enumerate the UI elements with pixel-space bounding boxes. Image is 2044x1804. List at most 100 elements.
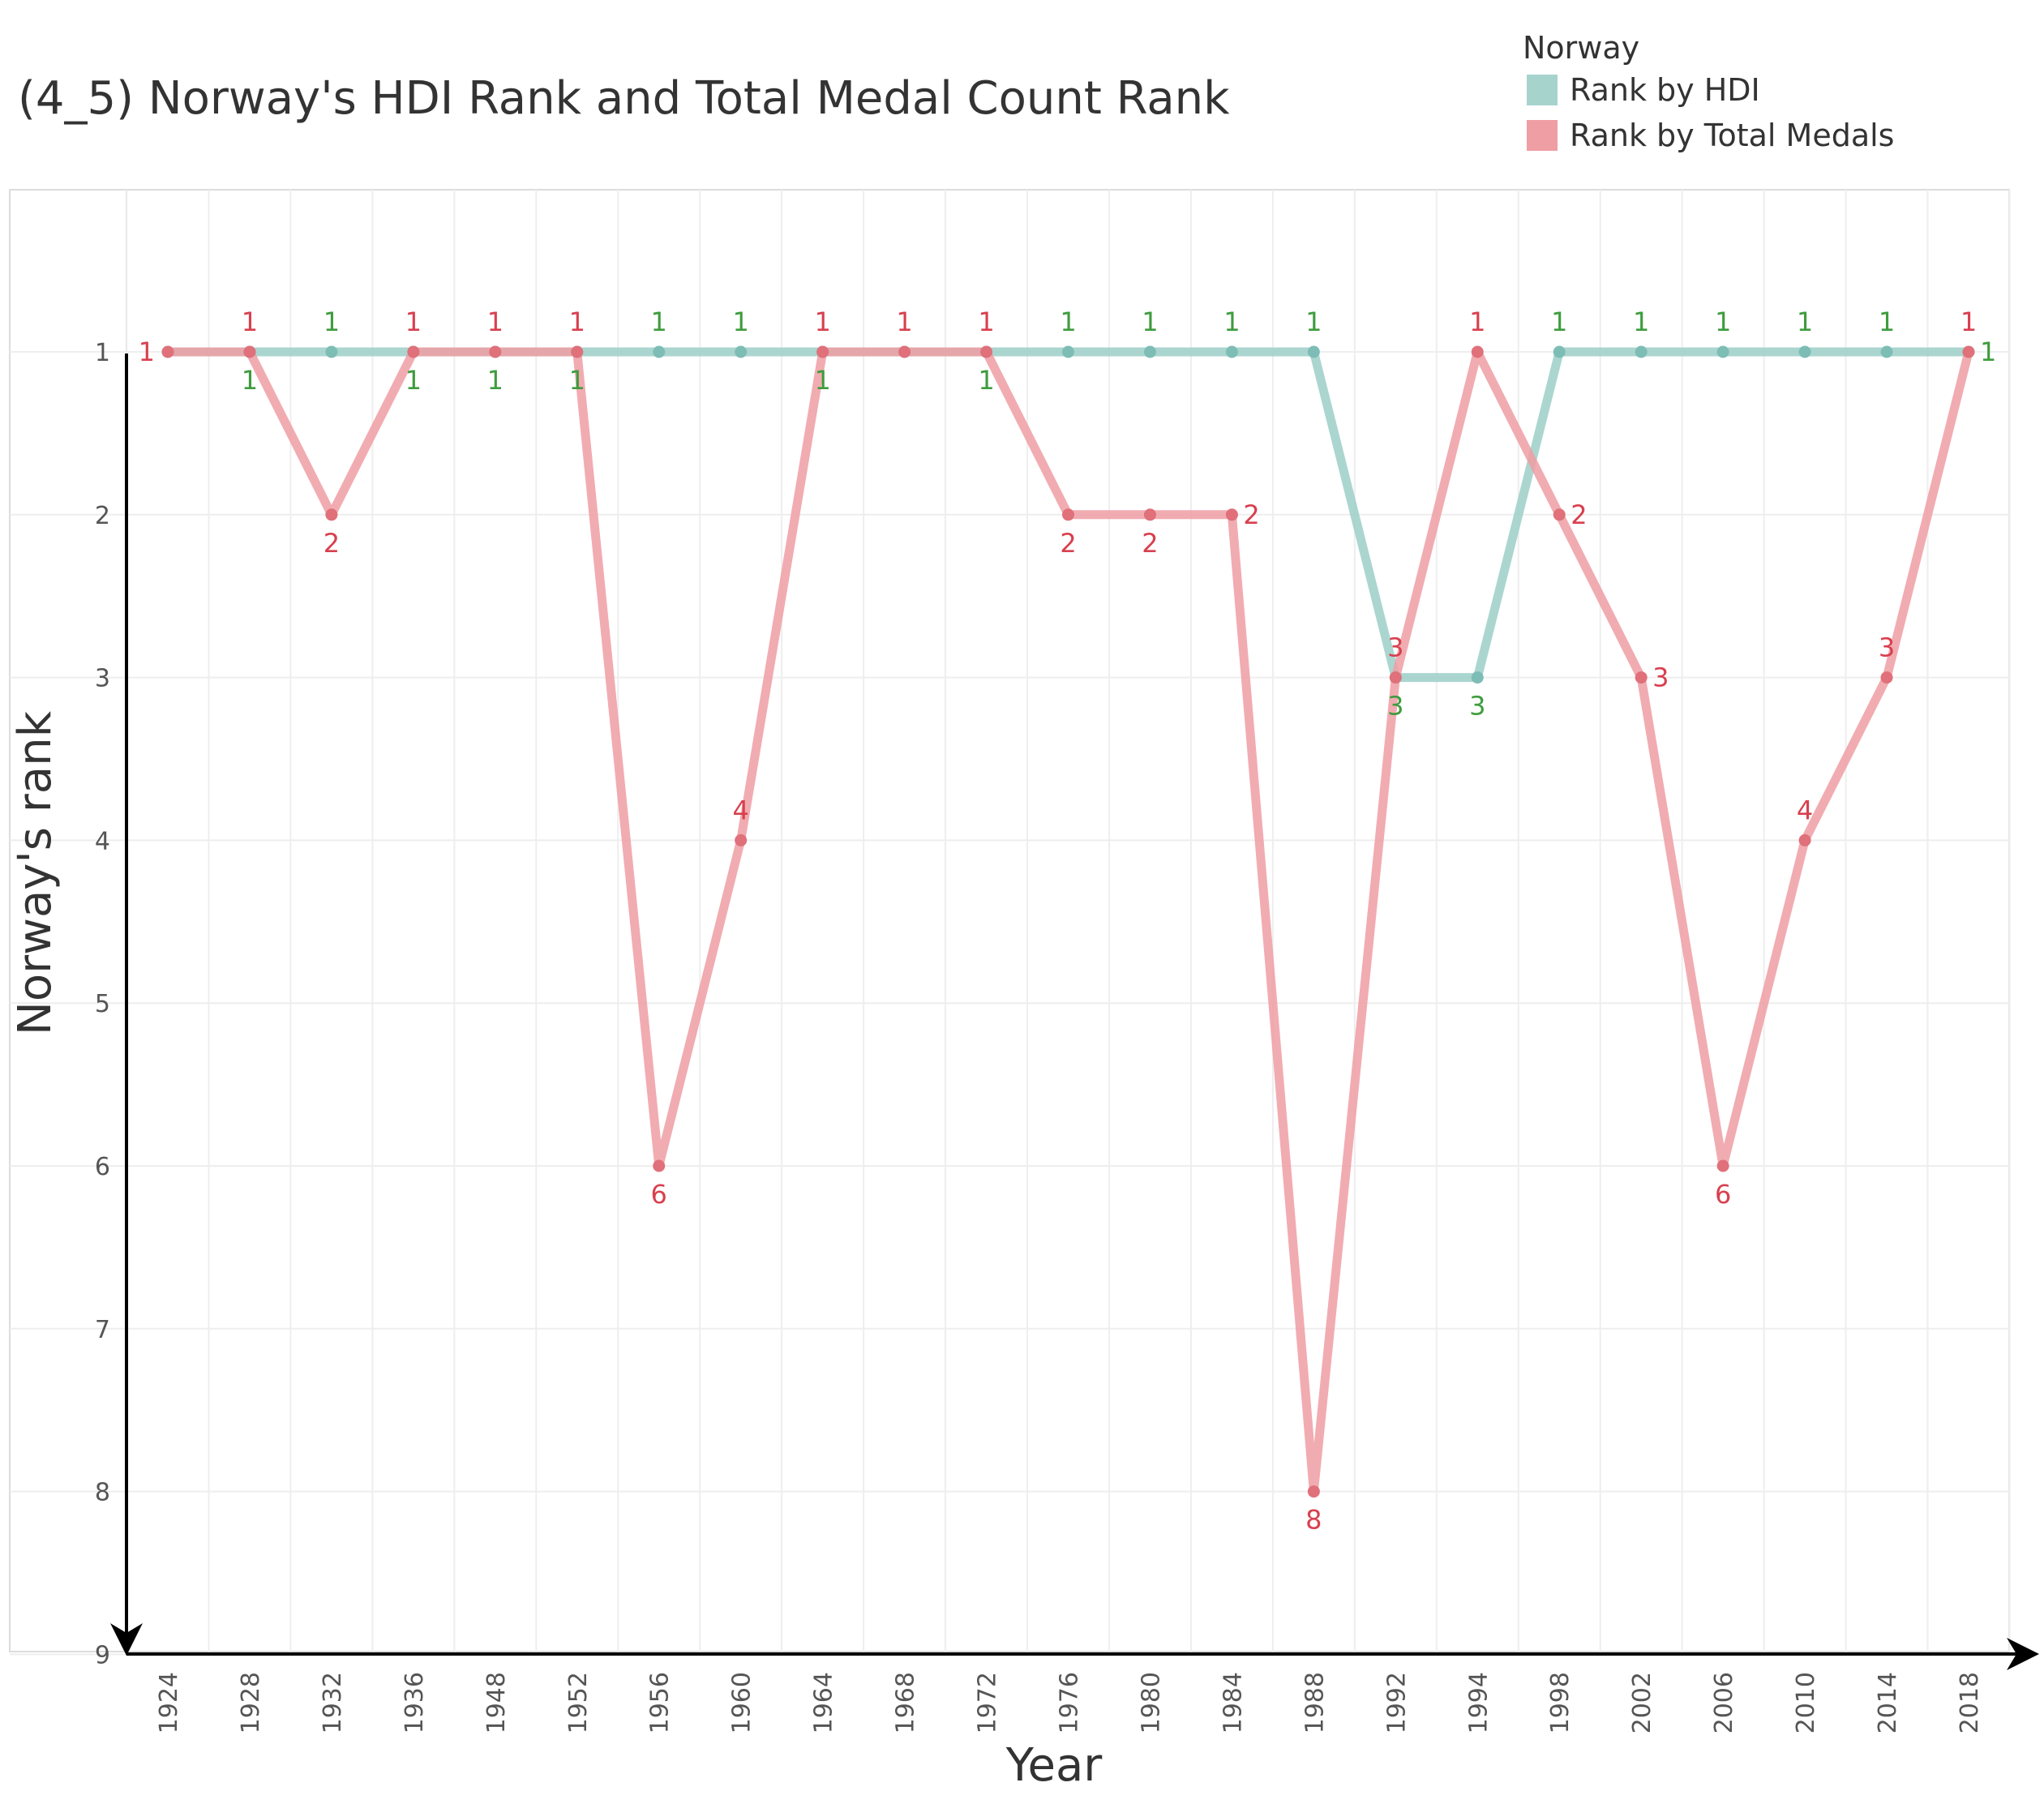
hdi-point [325, 345, 338, 358]
medal-data-label: 1 [569, 306, 585, 337]
medal-point [1225, 508, 1238, 521]
series-line-medals [163, 347, 1973, 1497]
legend-swatch-hdi [1527, 75, 1558, 105]
x-tick-label: 2002 [1628, 1672, 1656, 1733]
medal-point [1798, 833, 1811, 846]
medal-data-label: 4 [1797, 795, 1813, 825]
x-tick-label: 1980 [1137, 1672, 1165, 1733]
y-tick-label: 3 [95, 665, 110, 693]
x-tick-label: 1964 [810, 1672, 838, 1733]
medal-data-label: 3 [1652, 662, 1669, 693]
ticks: 1 2 3 4 5 6 7 8 9 1924 1928 1932 1936 1948 1952 1956 196… [95, 339, 1984, 1733]
x-tick-label: 2018 [1956, 1672, 1984, 1733]
medal-point [243, 345, 256, 358]
hdi-point [1716, 345, 1729, 358]
medal-point [1143, 508, 1156, 521]
medal-point [325, 508, 338, 521]
medal-point [1553, 508, 1566, 521]
x-tick-label: 1984 [1219, 1672, 1247, 1733]
medal-data-label: 4 [733, 795, 749, 825]
medal-data-label: 1 [1960, 306, 1977, 337]
medal-point [653, 1159, 666, 1172]
legend: Norway Rank by HDI Rank by Total Medals [1523, 30, 1894, 153]
y-tick-label: 2 [95, 502, 110, 530]
hdi-data-label: 1 [405, 365, 422, 396]
medal-data-label: 1 [139, 336, 155, 367]
series-layer [161, 345, 1975, 1498]
hdi-data-label: 1 [1715, 306, 1731, 337]
legend-swatch-medals [1527, 120, 1558, 151]
hdi-data-label: 1 [324, 306, 340, 337]
axes [110, 354, 2039, 1670]
x-tick-label: 1948 [482, 1672, 511, 1733]
x-tick-label: 1956 [646, 1672, 675, 1733]
medal-point [1962, 345, 1975, 358]
grid [10, 190, 2011, 1656]
x-tick-label: 1972 [974, 1672, 1002, 1733]
medal-data-label: 8 [1305, 1505, 1322, 1536]
hdi-data-label: 1 [1060, 306, 1076, 337]
y-tick-label: 9 [95, 1641, 110, 1669]
medal-data-label: 6 [1715, 1179, 1731, 1210]
x-tick-label: 1976 [1056, 1672, 1084, 1733]
x-axis-title: Year [1005, 1739, 1103, 1792]
x-tick-label: 1988 [1301, 1672, 1329, 1733]
hdi-data-label: 1 [1142, 306, 1158, 337]
hdi-point [1553, 345, 1566, 358]
y-tick-label: 5 [95, 990, 110, 1018]
hdi-point [1880, 345, 1893, 358]
hdi-data-label: 1 [651, 306, 667, 337]
hdi-data-label: 1 [1223, 306, 1240, 337]
medal-data-label: 2 [1570, 499, 1587, 530]
y-tick-label: 8 [95, 1479, 110, 1507]
medal-data-label: 1 [896, 306, 912, 337]
chart-title: (4_5) Norway's HDI Rank and Total Medal … [18, 72, 1230, 125]
hdi-data-label: 1 [1305, 306, 1322, 337]
medal-point [1635, 671, 1648, 684]
medal-data-label: 1 [814, 306, 830, 337]
medal-data-label: 2 [324, 528, 340, 559]
hdi-data-label: 1 [1551, 306, 1567, 337]
hdi-data-label: 1 [814, 365, 830, 396]
medal-point [1389, 671, 1402, 684]
hdi-point [1635, 345, 1648, 358]
x-tick-label: 1932 [319, 1672, 347, 1733]
y-axis-title: Norway's rank [9, 710, 62, 1035]
medal-point [489, 345, 502, 358]
legend-title: Norway [1523, 30, 1639, 66]
hdi-data-label: 1 [487, 365, 504, 396]
medal-data-label: 2 [1060, 528, 1076, 559]
x-tick-label: 1998 [1546, 1672, 1575, 1733]
medal-data-label: 3 [1387, 632, 1403, 663]
hdi-point [1307, 345, 1320, 358]
medal-point [1062, 508, 1074, 521]
medal-data-label: 3 [1879, 632, 1895, 663]
hdi-point [1225, 345, 1238, 358]
medal-data-label: 1 [405, 306, 422, 337]
medal-data-label: 2 [1142, 528, 1158, 559]
x-tick-label: 1928 [237, 1672, 265, 1733]
medal-point [1307, 1485, 1320, 1498]
x-tick-label: 1924 [155, 1672, 183, 1733]
hdi-data-label: 1 [1633, 306, 1649, 337]
x-tick-label: 2006 [1710, 1672, 1738, 1733]
hdi-point [1143, 345, 1156, 358]
x-tick-label: 1960 [728, 1672, 756, 1733]
hdi-point [1798, 345, 1811, 358]
hdi-data-label: 1 [569, 365, 585, 396]
medal-data-label: 1 [242, 306, 258, 337]
hdi-point [1062, 345, 1074, 358]
x-tick-label: 1968 [892, 1672, 920, 1733]
medal-data-label: 1 [978, 306, 994, 337]
hdi-point [1471, 671, 1484, 684]
x-tick-label: 1936 [401, 1672, 429, 1733]
plot-frame [9, 189, 2010, 1652]
medal-point [898, 345, 911, 358]
hdi-data-label: 3 [1387, 691, 1403, 722]
medal-point [1880, 671, 1893, 684]
hdi-data-label: 1 [733, 306, 749, 337]
medal-point [1716, 1159, 1729, 1172]
medal-point [1471, 345, 1484, 358]
